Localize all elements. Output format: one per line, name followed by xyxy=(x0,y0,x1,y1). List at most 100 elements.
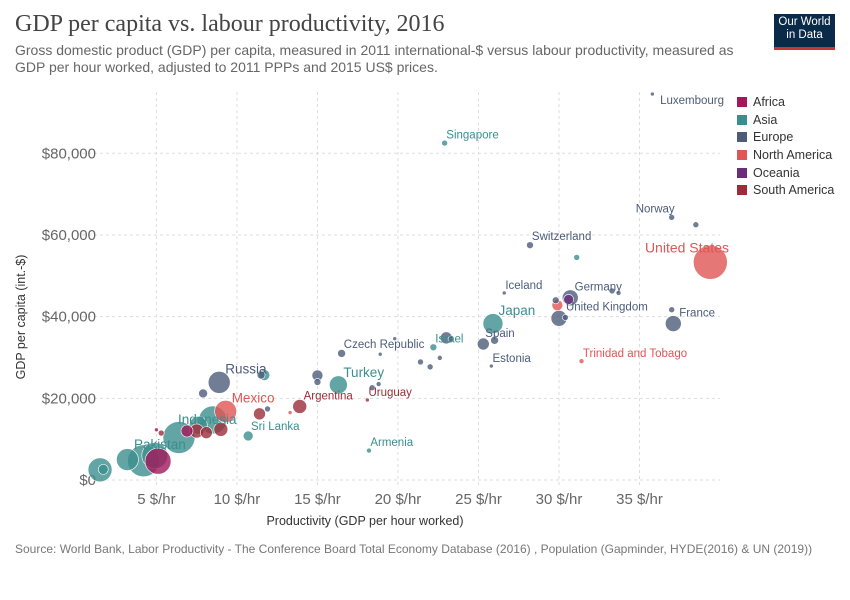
data-point[interactable] xyxy=(437,355,443,361)
data-point[interactable] xyxy=(207,371,231,394)
point-label: Russia xyxy=(225,361,267,376)
point-label: Uruguay xyxy=(368,387,412,399)
data-point[interactable] xyxy=(287,410,293,415)
legend-swatch xyxy=(737,185,747,196)
data-point[interactable] xyxy=(329,375,348,395)
data-point[interactable] xyxy=(144,447,172,475)
data-point[interactable] xyxy=(489,363,494,369)
data-point[interactable] xyxy=(253,407,266,421)
data-point[interactable] xyxy=(562,314,569,321)
data-point[interactable] xyxy=(180,424,194,438)
data-point[interactable] xyxy=(368,384,376,391)
legend-item[interactable]: South America xyxy=(737,181,834,199)
data-point[interactable] xyxy=(313,378,322,386)
x-tick-label: 25 $/hr xyxy=(455,491,502,508)
point-label: Norway xyxy=(636,204,675,216)
data-point[interactable] xyxy=(615,290,622,296)
legend-label: Africa xyxy=(753,94,785,109)
data-point[interactable] xyxy=(116,448,139,471)
data-point[interactable] xyxy=(198,388,208,399)
scatter-chart: $0$20,000$40,000$60,000$80,000 5 $/hr 10 … xyxy=(14,91,729,528)
legend-swatch xyxy=(737,96,747,107)
data-point[interactable] xyxy=(264,405,271,413)
data-point[interactable] xyxy=(526,241,534,249)
data-point[interactable] xyxy=(551,296,560,305)
data-point[interactable] xyxy=(692,221,700,229)
data-point[interactable] xyxy=(429,343,438,352)
point-label: Luxembourg xyxy=(660,95,724,107)
legend-item[interactable]: Africa xyxy=(737,93,834,111)
data-point[interactable] xyxy=(482,313,504,334)
data-point[interactable] xyxy=(608,287,616,295)
point-label: Switzerland xyxy=(532,231,591,243)
data-point[interactable] xyxy=(365,397,370,403)
point-label: United States xyxy=(645,239,729,255)
data-point[interactable] xyxy=(337,349,346,358)
data-point[interactable] xyxy=(447,335,455,343)
point-label: Czech Republic xyxy=(344,339,425,351)
data-point[interactable] xyxy=(292,399,308,414)
point-label: Israel xyxy=(435,333,463,345)
data-point[interactable] xyxy=(501,290,507,296)
point-label: Iceland xyxy=(505,280,542,292)
data-point[interactable] xyxy=(375,381,382,387)
point-label: Japan xyxy=(498,303,535,318)
chart-grid xyxy=(82,92,720,485)
legend-label: South America xyxy=(753,183,835,198)
legend-item[interactable]: Europe xyxy=(737,128,834,146)
owid-logo[interactable]: Our World in Data xyxy=(774,14,835,50)
data-point[interactable] xyxy=(256,370,266,380)
legend-label: North America xyxy=(753,147,833,162)
data-point[interactable] xyxy=(573,254,580,261)
data-point[interactable] xyxy=(154,427,159,433)
data-point[interactable] xyxy=(476,337,490,351)
legend-item[interactable]: North America xyxy=(737,146,834,164)
legend-label: Asia xyxy=(753,112,778,127)
y-tick-label: $60,000 xyxy=(42,227,96,244)
data-point[interactable] xyxy=(441,139,448,147)
x-tick-label: 35 $/hr xyxy=(616,491,663,508)
data-point[interactable] xyxy=(490,336,499,345)
point-label: Armenia xyxy=(370,437,413,449)
x-tick-label: 10 $/hr xyxy=(214,491,261,508)
data-point[interactable] xyxy=(668,214,675,221)
data-point[interactable] xyxy=(693,245,728,280)
chart-title: GDP per capita vs. labour productivity, … xyxy=(15,11,445,37)
x-tick-label: 30 $/hr xyxy=(536,491,583,508)
data-point[interactable] xyxy=(665,315,682,332)
legend-item[interactable]: Oceania xyxy=(737,164,834,182)
data-point[interactable] xyxy=(563,294,574,305)
legend-item[interactable]: Asia xyxy=(737,111,834,129)
data-point[interactable] xyxy=(650,91,655,97)
x-tick-label: 20 $/hr xyxy=(375,491,422,508)
y-tick-label: $40,000 xyxy=(42,309,96,326)
data-point[interactable] xyxy=(97,464,109,475)
data-point[interactable] xyxy=(377,351,383,357)
data-point[interactable] xyxy=(242,430,254,442)
data-point[interactable] xyxy=(668,306,675,313)
legend-label: Europe xyxy=(753,130,794,145)
data-point[interactable] xyxy=(392,336,398,341)
data-point[interactable] xyxy=(213,422,229,437)
data-point[interactable] xyxy=(200,426,213,439)
chart-subtitle: Gross domestic product (GDP) per capita,… xyxy=(15,42,734,75)
legend: Africa Asia Europe North America Oceania Sout… xyxy=(737,93,834,199)
data-point[interactable] xyxy=(366,447,372,454)
point-label: Singapore xyxy=(446,129,498,141)
point-label: Germany xyxy=(575,281,623,293)
point-label: Indonesia xyxy=(178,412,237,427)
legend-label: Oceania xyxy=(753,165,800,180)
point-label: Spain xyxy=(485,328,514,340)
data-point[interactable] xyxy=(417,358,424,366)
logo-line-1: Our World xyxy=(778,16,831,28)
x-axis-title: Productivity (GDP per hour worked) xyxy=(266,514,463,528)
point-label: Argentina xyxy=(304,391,354,403)
point-label: United Kingdom xyxy=(566,301,648,313)
chart-points xyxy=(87,91,728,483)
data-point[interactable] xyxy=(157,429,165,437)
data-point[interactable] xyxy=(214,400,237,423)
data-point[interactable] xyxy=(426,363,434,371)
point-label: Sri Lanka xyxy=(251,421,300,433)
y-tick-label: $20,000 xyxy=(42,390,96,407)
data-point[interactable] xyxy=(578,358,585,364)
